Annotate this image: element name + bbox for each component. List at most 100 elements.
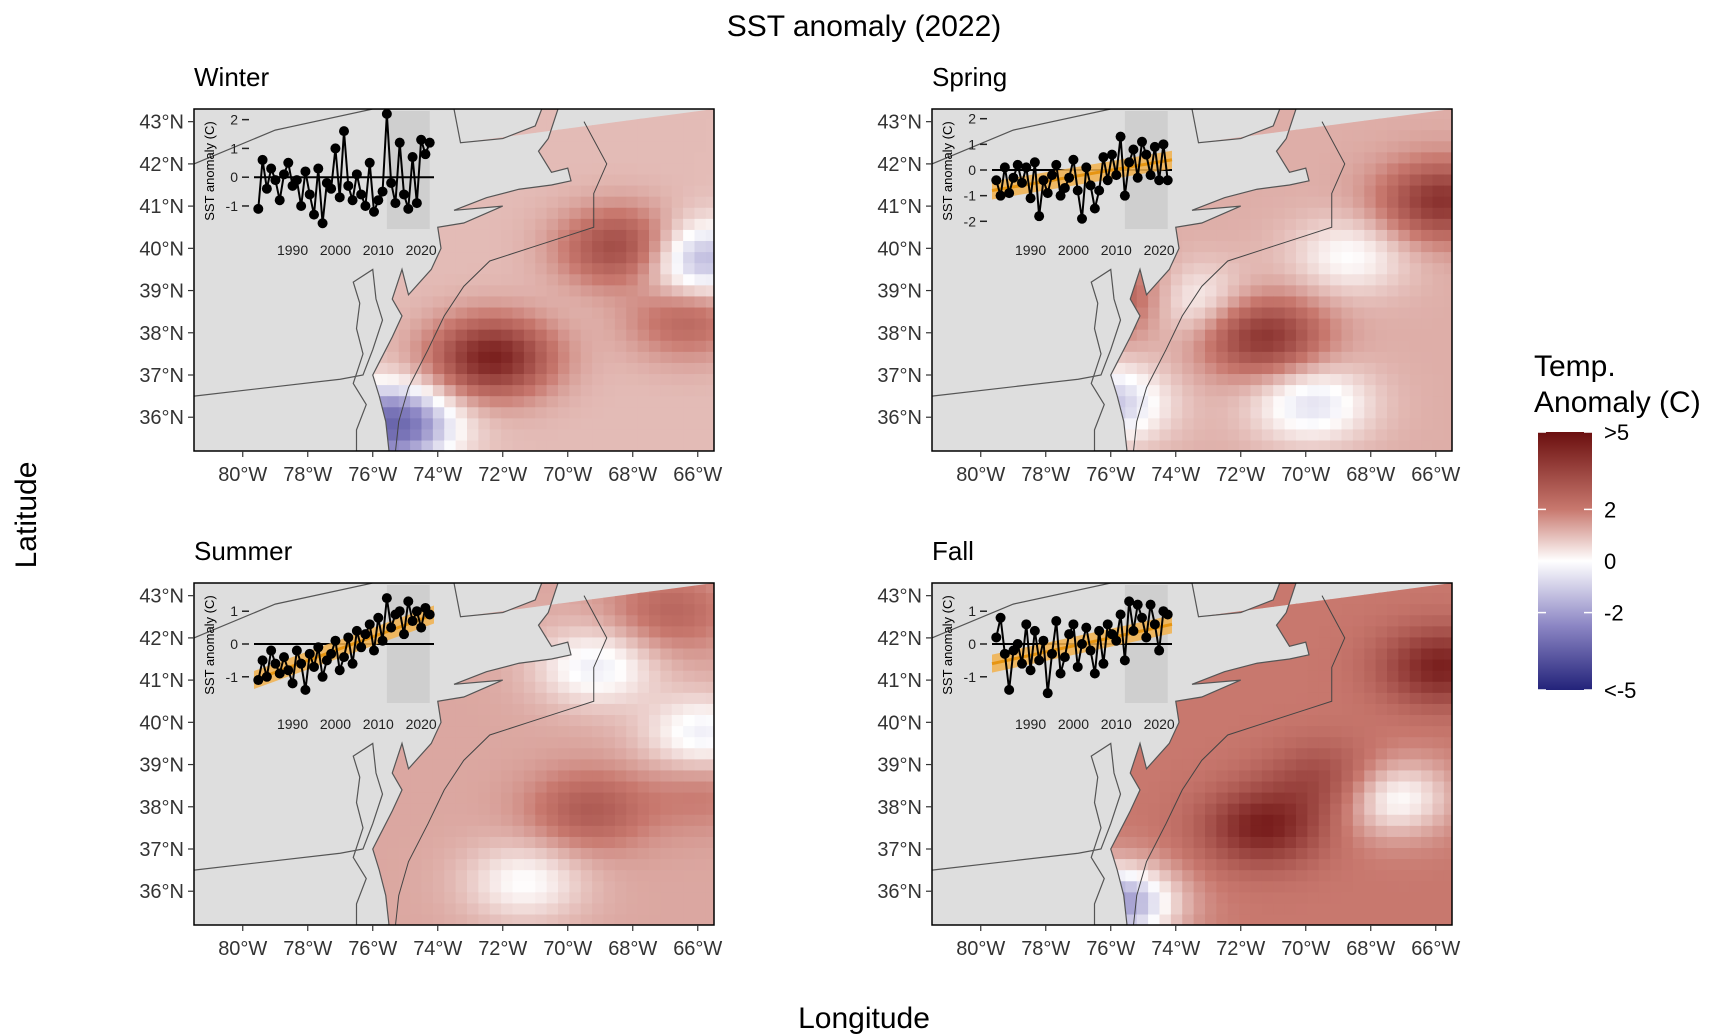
heatmap-cell <box>478 913 491 925</box>
heatmap-cell <box>467 891 479 904</box>
heatmap-cell <box>1216 439 1229 451</box>
heatmap-cell <box>660 185 673 197</box>
heatmap-cell <box>603 373 616 386</box>
heatmap-cell <box>1398 295 1411 308</box>
heatmap-cell <box>1205 251 1217 264</box>
heatmap-cell <box>1443 340 1452 352</box>
heatmap-cell <box>558 659 570 671</box>
heatmap-cell <box>592 196 605 208</box>
heatmap-cell <box>660 151 673 164</box>
heatmap-cell <box>489 273 502 286</box>
heatmap-cell <box>705 736 714 749</box>
heatmap-cell <box>705 659 714 671</box>
heatmap-cell <box>603 284 616 297</box>
heatmap-cell <box>603 725 616 738</box>
heatmap-cell <box>1239 218 1252 230</box>
heatmap-cell <box>614 428 627 441</box>
heatmap-cell <box>705 140 714 153</box>
heatmap-cell <box>1387 439 1399 451</box>
heatmap-cell <box>705 251 714 264</box>
heatmap-cell <box>1307 196 1320 208</box>
heatmap-cell <box>626 847 639 860</box>
heatmap-cell <box>569 614 582 627</box>
heatmap-cell <box>1387 118 1399 131</box>
heatmap-cell <box>558 725 570 738</box>
heatmap-cell <box>1296 251 1308 264</box>
heatmap-cell <box>523 714 536 727</box>
heatmap-cell <box>398 306 411 319</box>
heatmap-cell <box>432 725 445 738</box>
heatmap-cell <box>1205 340 1217 352</box>
heatmap-cell <box>1250 196 1263 208</box>
heatmap-cell <box>705 207 714 219</box>
heatmap-cell <box>637 891 650 904</box>
inset-point <box>274 668 285 679</box>
heatmap-cell <box>671 384 684 397</box>
heatmap-cell <box>478 836 491 849</box>
heatmap-cell <box>1409 140 1422 153</box>
heatmap-cell <box>603 769 616 782</box>
heatmap-cell <box>432 847 445 860</box>
heatmap-cell <box>546 151 559 164</box>
heatmap-cell <box>1341 329 1354 341</box>
heatmap-cell <box>1421 395 1434 408</box>
heatmap-cell <box>512 891 525 904</box>
heatmap-cell <box>603 736 616 749</box>
heatmap-cell <box>546 318 559 330</box>
heatmap-cell <box>387 814 400 826</box>
heatmap-cell <box>614 329 627 341</box>
heatmap-cell <box>569 362 582 375</box>
heatmap-cell <box>671 703 684 716</box>
heatmap-cell <box>1148 406 1161 419</box>
heatmap-cell <box>1364 439 1377 451</box>
heatmap-cell <box>1239 251 1252 264</box>
heatmap-cell <box>1261 207 1274 219</box>
heatmap-cell <box>1239 240 1252 253</box>
heatmap-cell <box>1409 262 1422 275</box>
inset-y-tick-label: 2 <box>230 112 238 128</box>
inset-x-tick-label: 1990 <box>277 242 308 258</box>
heatmap-cell <box>694 692 707 704</box>
heatmap-cell <box>569 780 582 793</box>
heatmap-cell <box>523 747 536 760</box>
heatmap-cell <box>501 329 514 341</box>
heatmap-cell <box>1375 406 1388 419</box>
heatmap-cell <box>455 417 468 430</box>
heatmap-cell <box>398 803 411 815</box>
heatmap-cell <box>592 758 605 771</box>
heatmap-cell <box>1193 340 1206 352</box>
heatmap-cell <box>1148 395 1161 408</box>
x-tick-label: 78°W <box>1021 464 1070 486</box>
heatmap-cell <box>1273 295 1286 308</box>
heatmap-cell <box>1170 362 1183 375</box>
heatmap-cell <box>455 218 468 230</box>
heatmap-cell <box>694 162 707 175</box>
heatmap-cell <box>1284 295 1297 308</box>
heatmap-cell <box>1296 428 1308 441</box>
heatmap-cell <box>660 825 673 837</box>
heatmap-cell <box>603 151 616 164</box>
heatmap-cell <box>546 384 559 397</box>
heatmap-cell <box>1364 417 1377 430</box>
heatmap-cell <box>1330 273 1343 286</box>
heatmap-cell <box>1307 284 1320 297</box>
heatmap-cell <box>512 847 525 860</box>
heatmap-cell <box>683 880 696 893</box>
heatmap-cell <box>1364 140 1377 153</box>
heatmap-cell <box>558 151 570 164</box>
heatmap-cell <box>1341 340 1354 352</box>
heatmap-cell <box>694 592 707 605</box>
heatmap-cell <box>558 902 570 915</box>
heatmap-cell <box>444 417 457 430</box>
heatmap-cell <box>512 395 525 408</box>
heatmap-cell <box>1341 318 1354 330</box>
heatmap-cell <box>455 284 468 297</box>
heatmap-cell <box>546 295 559 308</box>
heatmap-cell <box>694 814 707 826</box>
heatmap-cell <box>1296 229 1308 242</box>
heatmap-cell <box>626 428 639 441</box>
heatmap-cell <box>1318 273 1331 286</box>
heatmap-cell <box>569 196 582 208</box>
heatmap-cell <box>421 428 434 441</box>
heatmap-cell <box>421 395 434 408</box>
